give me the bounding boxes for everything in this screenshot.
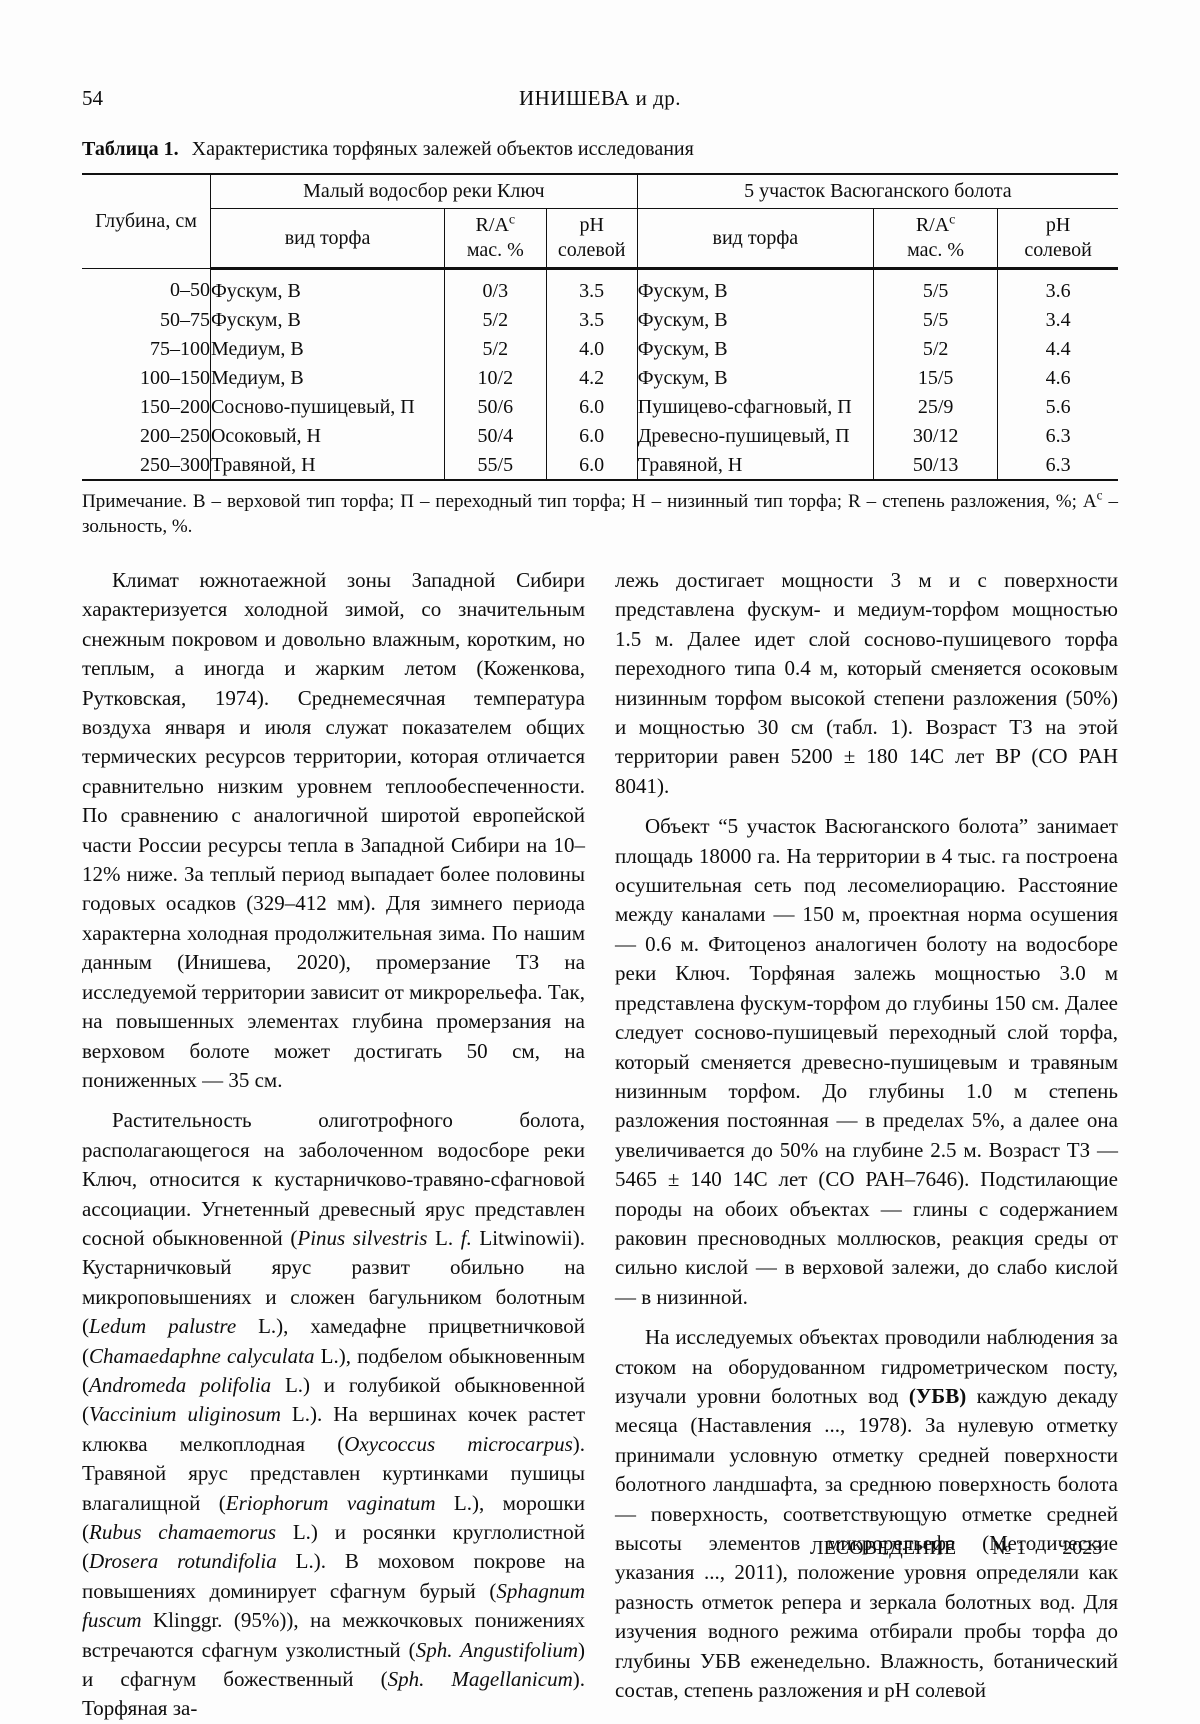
paragraph-climate: Климат южнотаежной зоны Западной Сибири …: [82, 568, 585, 1092]
group-header-vasyugan: 5 участок Васюганского болота: [636, 174, 1118, 209]
table-row: 75–100 Медиум, В 5/2 4.0 Фускум, В 5/2 4.4: [82, 334, 1118, 363]
table-row: 100–150 Медиум, В 10/2 4.2 Фускум, В 15/5 4.6: [82, 363, 1118, 392]
col-header-depth: Глубина, см: [82, 174, 211, 269]
journal-name: ЛЕСОВЕДЕНИЕ: [810, 1537, 957, 1559]
table-caption: Таблица 1. Характеристика торфяных залеж…: [82, 138, 1118, 161]
table-row: 0–50 Фускум, В 0/3 3.5 Фускум, В 5/5 3.6: [82, 268, 1118, 305]
running-head: 54 ИНИШЕВА и др.: [82, 86, 1118, 114]
col-header-peat-type-1: вид торфа: [210, 208, 446, 270]
journal-issue: № 1: [992, 1537, 1027, 1559]
table-row: 50–75 Фускум, В 5/2 3.5 Фускум, В 5/5 3.4: [82, 305, 1118, 334]
table-caption-label: Таблица 1.: [82, 138, 179, 160]
table-note: Примечание. В – верховой тип торфа; П – …: [82, 487, 1118, 537]
page-number: 54: [82, 86, 103, 110]
journal-year: 2023: [1062, 1537, 1103, 1559]
journal-page: 54 ИНИШЕВА и др. Таблица 1. Характеристи…: [82, 86, 1118, 1720]
left-column: Климат южнотаежной зоны Западной Сибири …: [82, 566, 585, 1724]
article-body: Климат южнотаежной зоны Западной Сибири …: [82, 566, 1118, 1724]
table-1: Глубина, см Малый водосбор реки Ключ 5 у…: [82, 173, 1118, 481]
paragraph-vasyugan-object: Объект “5 участок Васюганского болота” з…: [615, 814, 1118, 1309]
group-header-klyuch: Малый водосбор реки Ключ: [209, 174, 638, 209]
col-header-peat-type-2: вид торфа: [636, 208, 874, 270]
table-row: 250–300 Травяной, Н 55/5 6.0 Травяной, Н 50/1…: [82, 450, 1118, 480]
journal-footer: ЛЕСОВЕДЕНИЕ № 1 2023: [810, 1537, 1102, 1560]
table-row: 200–250 Осоковый, Н 50/4 6.0 Древесно-пушице…: [82, 421, 1118, 450]
right-column: лежь достигает мощности 3 м и с поверхно…: [615, 566, 1118, 1724]
table-row: 150–200 Сосново-пушицевый, П 50/6 6.0 Пушице…: [82, 392, 1118, 421]
paragraph-observations: На исследуемых объектах проводили наблюд…: [615, 1325, 1119, 1703]
col-header-ra-2: R/Aс мас. %: [872, 208, 999, 270]
paragraph-vegetation: Растительность олиготрофного болота, рас…: [82, 1108, 586, 1721]
paragraph-deposit-continuation: лежь достигает мощности 3 м и с поверхно…: [615, 568, 1118, 798]
col-header-ra-1: R/Aс мас. %: [444, 208, 547, 270]
table-caption-text: Характеристика торфяных залежей объектов…: [191, 138, 694, 160]
col-header-ph-2: pH солевой: [997, 208, 1118, 270]
running-head-authors: ИНИШЕВА и др.: [518, 86, 682, 110]
col-header-ph-1: pH солевой: [545, 208, 638, 270]
